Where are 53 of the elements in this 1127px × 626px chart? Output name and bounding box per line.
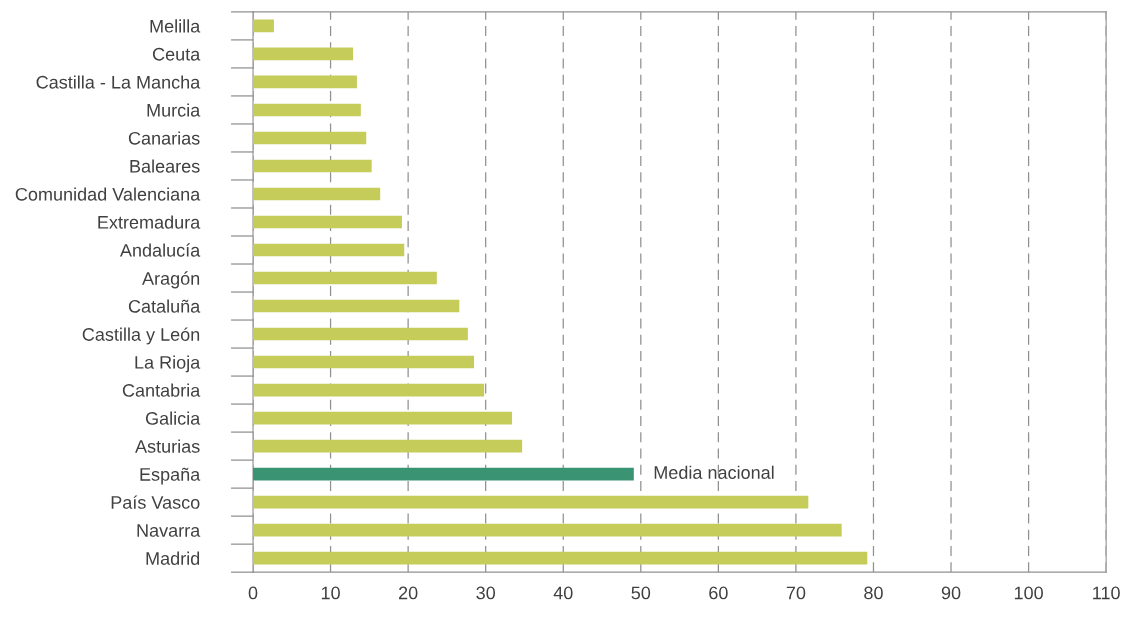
bar [253, 327, 468, 341]
x-tick-label: 60 [709, 586, 728, 600]
y-tick-label: Ceuta [152, 47, 201, 61]
x-tick-label: 30 [476, 586, 496, 600]
bar [253, 467, 634, 481]
y-tick-label: Extremadura [98, 215, 201, 229]
y-tick-label: Baleares [130, 159, 200, 173]
bar [253, 103, 361, 117]
bar [253, 215, 402, 229]
bar [253, 187, 381, 201]
x-tick-label: 90 [941, 586, 961, 600]
bar [253, 299, 460, 313]
annotation: Media nacional [654, 465, 774, 479]
bar [253, 243, 405, 257]
x-tick-label: 70 [786, 586, 806, 600]
bar [253, 159, 372, 173]
bar [253, 411, 513, 425]
bar [253, 47, 354, 61]
y-tick-label: Castilla y León [82, 327, 200, 345]
y-tick-label: Cantabria [122, 383, 201, 397]
y-tick-label: Asturias [135, 439, 200, 453]
bar [253, 551, 868, 565]
x-tick-label: 0 [248, 586, 258, 600]
bar [253, 523, 842, 537]
y-tick-label: La Rioja [135, 355, 201, 373]
y-tick-label: Galicia [145, 411, 201, 425]
bar [253, 383, 485, 397]
x-tick-label: 100 [1014, 586, 1043, 600]
x-tick-label: 40 [553, 586, 573, 600]
y-tick-label: Canarias [128, 131, 200, 145]
x-tick-label: 20 [399, 586, 418, 600]
y-tick-label: Andalucía [119, 243, 201, 257]
bar [253, 19, 274, 33]
bar [253, 131, 367, 145]
bar [253, 355, 475, 369]
x-tick-label: 110 [1093, 586, 1120, 600]
y-tick-label: Melilla [150, 19, 201, 33]
x-tick-label: 80 [864, 586, 883, 600]
y-tick-label: Comunidad Valenciana [15, 187, 201, 201]
y-tick-label: Cataluña [128, 299, 201, 313]
bar [253, 495, 809, 509]
y-tick-label: España [140, 467, 201, 485]
y-tick-label: Aragón [142, 271, 200, 289]
y-tick-label: Madrid [146, 551, 200, 565]
y-tick-label: Navarra [137, 524, 201, 537]
bar [253, 271, 437, 285]
x-tick-label: 10 [321, 586, 340, 600]
x-tick-label: 50 [631, 586, 651, 600]
y-tick-label: País Vasco [111, 495, 200, 509]
y-tick-label: Murcia [147, 103, 201, 117]
bar [253, 75, 357, 89]
bar [253, 439, 523, 453]
y-tick-label: Castilla - La Mancha [36, 75, 201, 89]
